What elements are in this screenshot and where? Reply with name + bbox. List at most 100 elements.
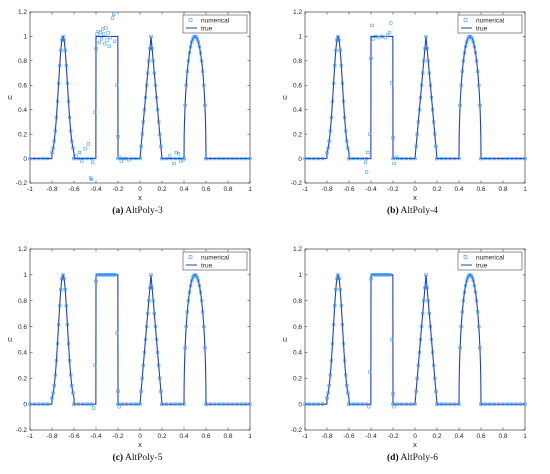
- numerical-point: [93, 363, 97, 367]
- numerical-point: [41, 156, 45, 161]
- numerical-point: [321, 156, 325, 161]
- numerical-point: [389, 21, 393, 25]
- numerical-point: [423, 47, 427, 51]
- numerical-point: [105, 38, 109, 42]
- numerical-point: [113, 273, 117, 277]
- numerical-point: [94, 47, 98, 51]
- numerical-point: [110, 16, 115, 20]
- numerical-point: [434, 389, 438, 393]
- numerical-point: [328, 129, 332, 133]
- x-tick-label: 0.6: [476, 433, 485, 440]
- x-tick-label: 0.6: [201, 186, 210, 193]
- numerical-point: [492, 156, 496, 161]
- numerical-point: [426, 59, 430, 63]
- numerical-point: [394, 155, 398, 159]
- x-tick-label: -0.2: [387, 186, 399, 193]
- numerical-point: [72, 402, 76, 406]
- numerical-point: [200, 59, 204, 63]
- chart-a: -1 -0.8 -0.6 -0.4 -0.2 0 0.2 0.4 0.6 0.8 1 -0.2 0 0.2…: [8, 9, 252, 202]
- numerical-point: [72, 156, 76, 161]
- numerical-point: [102, 32, 106, 36]
- numerical-point: [156, 108, 160, 112]
- numerical-point: [462, 51, 467, 55]
- numerical-point: [347, 402, 351, 406]
- numerical-point: [248, 156, 252, 161]
- numerical-point: [198, 290, 203, 294]
- numerical-point: [140, 376, 144, 380]
- numerical-point: [461, 59, 465, 63]
- numerical-point: [368, 370, 372, 374]
- numerical-point: [173, 156, 177, 161]
- numerical-point: [64, 64, 68, 68]
- y-tick-label: 0: [298, 156, 302, 163]
- y-tick-label: 1: [23, 272, 27, 279]
- numerical-point: [365, 156, 369, 161]
- numerical-point: [186, 59, 190, 63]
- numerical-point: [345, 383, 349, 388]
- numerical-point: [458, 346, 462, 350]
- numerical-point: [70, 383, 74, 388]
- y-tick-label: 0.8: [18, 58, 27, 65]
- y-tick-label: 1: [298, 34, 302, 41]
- numerical-point: [462, 290, 467, 294]
- numerical-point: [85, 402, 89, 406]
- numerical-point: [368, 132, 372, 136]
- numerical-point: [334, 288, 338, 292]
- numerical-point: [152, 312, 156, 316]
- numerical-point: [143, 337, 148, 342]
- numerical-point: [69, 373, 73, 377]
- numerical-point: [200, 299, 204, 303]
- numerical-point: [501, 402, 505, 406]
- caption-letter: (a): [112, 206, 124, 216]
- y-tick-label: 0.2: [293, 375, 302, 382]
- numerical-point: [153, 324, 157, 329]
- numerical-point: [239, 156, 243, 161]
- numerical-point: [97, 273, 101, 277]
- numerical-point: [431, 108, 435, 112]
- numerical-point: [519, 156, 523, 161]
- x-tick-label: -0.2: [387, 433, 399, 440]
- numerical-point: [330, 341, 335, 346]
- x-tick-label: -0.2: [112, 186, 124, 193]
- numerical-point: [208, 156, 212, 161]
- numerical-point: [497, 402, 501, 406]
- numerical-point: [202, 324, 206, 329]
- numerical-point: [351, 402, 355, 406]
- numerical-point: [330, 99, 335, 103]
- numerical-point: [70, 139, 74, 143]
- x-tick-label: -0.6: [68, 433, 80, 440]
- numerical-point: [415, 376, 419, 380]
- numerical-point: [149, 273, 153, 277]
- numerical-point: [365, 170, 369, 174]
- numerical-point: [61, 34, 65, 39]
- numerical-point: [458, 103, 462, 107]
- numerical-point: [390, 337, 394, 342]
- x-axis-label: x: [138, 440, 142, 449]
- numerical-point: [501, 156, 505, 161]
- numerical-point: [336, 273, 340, 277]
- numerical-point: [400, 156, 404, 161]
- numerical-point: [182, 402, 186, 406]
- y-tick-label: -0.2: [16, 180, 28, 187]
- numerical-point: [336, 34, 340, 39]
- numerical-point: [428, 324, 432, 329]
- legend-true-label: true: [476, 263, 488, 270]
- numerical-point: [201, 310, 205, 314]
- numerical-point: [37, 156, 41, 161]
- x-tick-label: -0.6: [343, 186, 355, 193]
- numerical-point: [66, 99, 71, 103]
- numerical-point: [54, 359, 58, 363]
- numerical-point: [226, 156, 230, 161]
- x-tick-label: -0.8: [46, 433, 58, 440]
- numerical-point: [325, 396, 329, 400]
- numerical-point: [147, 299, 151, 303]
- numerical-point: [425, 47, 429, 51]
- legend-numerical-marker: [463, 18, 468, 22]
- numerical-point: [371, 37, 375, 41]
- numerical-point: [373, 273, 377, 277]
- numerical-point: [332, 81, 336, 85]
- numerical-point: [414, 144, 418, 148]
- numerical-point: [148, 286, 152, 290]
- numerical-point: [217, 156, 221, 161]
- numerical-point: [81, 402, 85, 406]
